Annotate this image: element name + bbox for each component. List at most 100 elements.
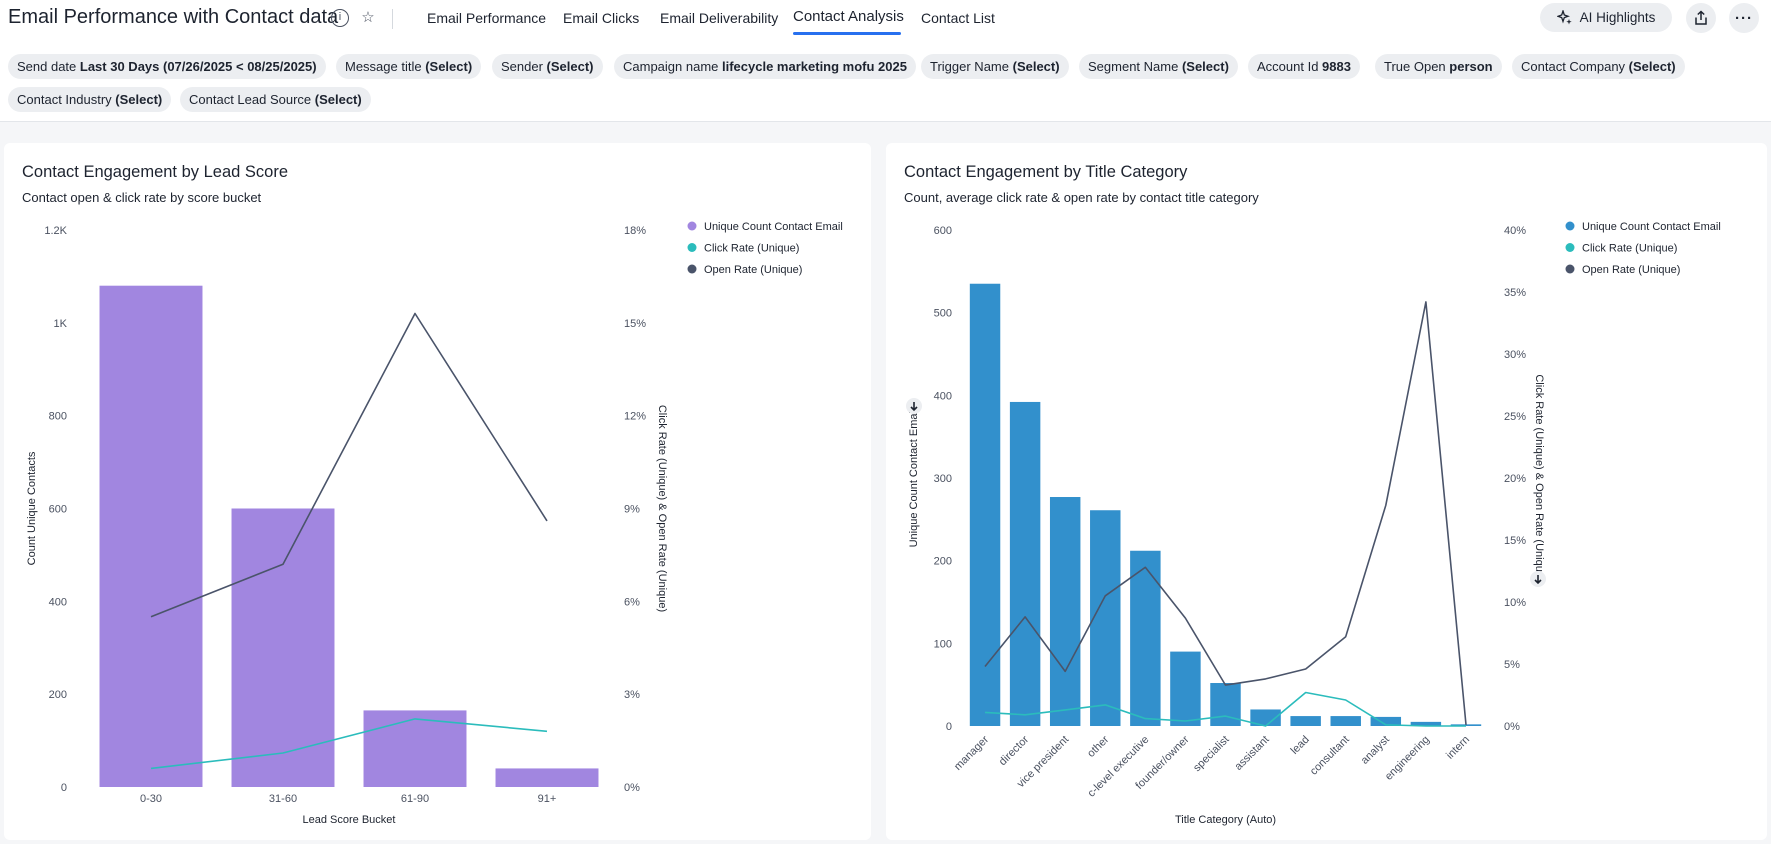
dashboard-title: Email Performance with Contact data [8, 6, 339, 28]
y-tick-label: 0 [61, 782, 67, 794]
bar [1410, 721, 1442, 726]
filter-chip[interactable]: Trigger Name (Select) [921, 54, 1069, 79]
y-tick-label: 1.2K [44, 225, 67, 237]
y2-axis-title: Click Rate (Unique) & Open Rate (Unique) [1533, 374, 1545, 581]
y-tick-label: 0 [946, 721, 952, 733]
x-tick-label: analyst [1359, 734, 1392, 767]
y2-tick-label: 30% [1504, 349, 1526, 361]
filter-chip[interactable]: True Open person [1375, 54, 1502, 79]
filter-chip[interactable]: Contact Industry (Select) [8, 87, 172, 112]
bar [363, 710, 467, 787]
filter-chip[interactable]: Sender (Select) [492, 54, 603, 79]
filter-value: (Select) [546, 59, 594, 74]
ai-highlights-button[interactable]: AI Highlights [1540, 3, 1672, 32]
filter-chip[interactable]: Message title (Select) [336, 54, 482, 79]
bar [1290, 716, 1321, 726]
y2-tick-label: 15% [624, 318, 646, 330]
legend-swatch [687, 221, 697, 231]
bar [1450, 724, 1482, 726]
series-line [150, 312, 548, 618]
legend-label: Click Rate (Unique) [1582, 243, 1677, 255]
y2-tick-label: 20% [1504, 473, 1526, 485]
title-category-chart: 0 100 200 300 400 500 600 0% 5% 10% 15% 20% 25% 30% 35… [906, 221, 1721, 826]
lead-score-subtitle: Contact open & click rate by score bucke… [22, 190, 262, 205]
filter-chip[interactable]: Send date Last 30 Days (07/26/2025 < 08/… [8, 54, 326, 79]
bar [1330, 716, 1361, 726]
filter-label: Account Id [1257, 59, 1323, 74]
ai-highlights-label: AI Highlights [1579, 10, 1656, 25]
y-tick-label: 300 [934, 473, 952, 485]
more-options-button[interactable]: ··· [1729, 3, 1759, 33]
filter-label: Send date [17, 59, 80, 74]
tab-contact-list[interactable]: Contact List [921, 10, 995, 26]
legend-swatch [687, 264, 697, 274]
y-tick-label: 400 [49, 596, 67, 608]
y-tick-label: 400 [934, 390, 952, 402]
bar [1090, 510, 1121, 726]
filter-chip[interactable]: Contact Lead Source (Select) [180, 87, 371, 112]
y2-tick-label: 9% [624, 504, 640, 516]
filter-value: 9883 [1322, 59, 1351, 74]
filter-chip[interactable]: Segment Name (Select) [1079, 54, 1238, 79]
y2-tick-label: 15% [1504, 535, 1526, 547]
filter-value: (Select) [1012, 59, 1060, 74]
y-tick-label: 600 [49, 504, 67, 516]
dashboard-header: Email Performance with Contact data i ☆ … [0, 0, 1771, 122]
tab-email-deliverability[interactable]: Email Deliverability [660, 10, 779, 26]
y2-axis-title: Click Rate (Unique) & Open Rate (Unique) [656, 405, 668, 612]
legend-label: Open Rate (Unique) [704, 264, 802, 276]
y2-tick-label: 25% [1504, 411, 1526, 423]
bar [231, 508, 335, 787]
x-axis-title: Title Category (Auto) [1175, 814, 1276, 826]
bar [1370, 716, 1402, 726]
lead-score-panel: Contact Engagement by Lead Score Contact… [4, 143, 871, 840]
more-icon: ··· [1735, 9, 1753, 27]
sparkle-icon [1556, 9, 1572, 24]
title-category-subtitle: Count, average click rate & open rate by… [904, 190, 1259, 205]
tab-email-clicks[interactable]: Email Clicks [563, 10, 640, 26]
y-tick-label: 600 [934, 225, 952, 237]
x-tick-label: specialist [1191, 734, 1231, 774]
y2-tick-label: 0% [1504, 721, 1520, 733]
filter-label: True Open [1384, 59, 1450, 74]
info-icon[interactable]: i [331, 9, 349, 27]
sort-arrow-icon[interactable] [1530, 571, 1546, 587]
filter-value: (Select) [425, 59, 473, 74]
filter-value: person [1449, 59, 1493, 74]
filter-chip[interactable]: Contact Company (Select) [1512, 54, 1685, 79]
x-tick-label: intern [1444, 734, 1472, 762]
tab-contact-analysis[interactable]: Contact Analysis [793, 8, 904, 25]
bar [1049, 497, 1081, 726]
y2-tick-label: 5% [1504, 659, 1520, 671]
y-tick-label: 200 [934, 556, 952, 568]
bar [1009, 401, 1041, 726]
filter-chip[interactable]: Campaign name lifecycle marketing mofu 2… [614, 54, 916, 79]
legend-label: Open Rate (Unique) [1582, 264, 1680, 276]
x-tick-label: 91+ [538, 793, 557, 805]
lead-score-chart: 0 200 400 600 800 1K 1.2K 0% 3% 6% 9% 12% 15% 18% 0-30… [26, 221, 843, 826]
y2-tick-label: 10% [1504, 597, 1526, 609]
arrow-down-icon [1534, 575, 1542, 585]
legend-swatch [687, 243, 697, 252]
bar [969, 283, 1001, 726]
y-tick-label: 100 [934, 638, 952, 650]
title-category-panel: Contact Engagement by Title Category Cou… [886, 143, 1767, 840]
tab-email-performance[interactable]: Email Performance [427, 10, 547, 26]
bar [495, 768, 599, 787]
filter-label: Trigger Name [930, 59, 1013, 74]
bar [1250, 709, 1281, 726]
share-button[interactable] [1686, 3, 1716, 33]
y-tick-label: 500 [934, 308, 952, 320]
legend-label: Unique Count Contact Email [704, 221, 843, 233]
sort-arrow-icon[interactable] [906, 398, 922, 414]
series-line [984, 691, 1466, 727]
y-axis-title: Unique Count Contact Email [908, 409, 920, 548]
filter-value: (Select) [314, 92, 362, 107]
filter-value: lifecycle marketing mofu 2025 [722, 59, 907, 74]
filter-label: Contact Company [1521, 59, 1629, 74]
filter-label: Sender [501, 59, 547, 74]
star-icon[interactable]: ☆ [361, 9, 375, 26]
filter-value: (Select) [1628, 59, 1676, 74]
filter-chip[interactable]: Account Id 9883 [1248, 54, 1360, 79]
share-icon [1695, 10, 1707, 25]
